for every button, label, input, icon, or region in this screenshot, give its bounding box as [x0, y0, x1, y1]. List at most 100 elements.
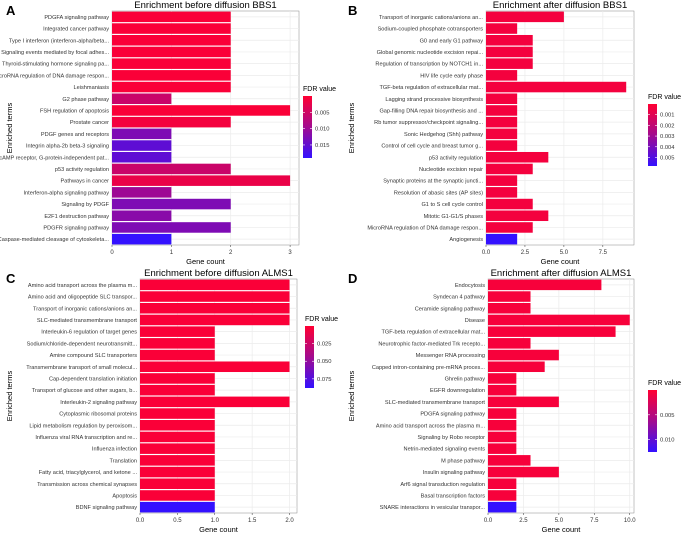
legend-tick-label: 0.010 [660, 438, 675, 444]
bar [112, 151, 172, 163]
x-tick-label: 0.0 [136, 518, 145, 524]
bar [488, 314, 630, 326]
bar [488, 302, 531, 314]
legend-colorbar [648, 390, 657, 452]
bar [486, 105, 518, 116]
bar [140, 314, 290, 326]
term-label: Leishmaniasis [74, 85, 110, 91]
legend-title: FDR value [305, 316, 338, 323]
term-label: Insulin signaling pathway [423, 470, 485, 476]
x-tick-label: 10.0 [624, 518, 636, 524]
legend-tick-label: 0.025 [317, 342, 332, 348]
term-label: Fatty acid, triacylglycerol, and ketone … [39, 470, 138, 476]
term-label: Neurotrophic factor-mediated Trk recepto… [378, 341, 485, 347]
term-label: Lagging strand processive biosynthesis [385, 97, 483, 103]
term-label: G2 phase pathway [62, 97, 109, 103]
plot-area [487, 278, 635, 514]
term-label: Nucleotide excision repair [419, 167, 483, 173]
term-label: TGF-beta regulation of extracellular mat… [379, 85, 483, 91]
legend-tick-label: 0.005 [660, 413, 675, 419]
term-label: Gap-filling DNA repair biosynthesis and … [379, 108, 483, 114]
term-label: BDNF signaling pathway [76, 505, 137, 511]
legend-tick-label: 0.001 [660, 113, 675, 119]
term-label: Control of cell cycle and breast tumor g… [381, 144, 483, 150]
legend-tick-label: 0.015 [315, 143, 330, 149]
term-label: Apoptosis [112, 493, 137, 499]
term-label: Netrin-mediated signaling events [404, 447, 486, 453]
term-label: Rb tumor suppressor/checkpoint signaling… [374, 120, 483, 126]
term-label: SLC-mediated transmembrane transport [385, 400, 486, 406]
term-label: Cytoplasmic ribosomal proteins [59, 412, 137, 418]
term-label: Signaling by PDGF [61, 202, 109, 208]
x-axis-title: Gene count [199, 525, 239, 534]
term-label: Amine compound SLC transporters [50, 353, 138, 359]
bar [140, 396, 290, 408]
bar [112, 222, 231, 233]
legend-title: FDR value [648, 94, 681, 101]
bar [140, 361, 290, 373]
term-label: Caspase-mediated cleavage of cytoskeleta… [0, 237, 109, 243]
term-label: Thyroid-stimulating hormone signaling pa… [2, 62, 109, 68]
bar [488, 478, 517, 490]
term-label: PDGFR signaling pathway [43, 225, 109, 231]
bar [112, 58, 231, 69]
x-axis-title: Gene count [541, 257, 581, 266]
legend-colorbar [305, 326, 314, 388]
x-tick-label: 2.0 [285, 518, 294, 524]
term-label: p53 activity regulation [55, 167, 109, 173]
legend-tick-label: 0.002 [660, 123, 675, 129]
plot-area [111, 10, 300, 246]
term-label: Signaling by Robo receptor [418, 435, 486, 441]
legend-colorbar [303, 96, 312, 158]
panel-d: D Enrichment after diffusion ALMS1 Endocyt… [347, 268, 681, 534]
plot-area [139, 278, 298, 514]
term-label: Type I interferon (interferon-alpha/beta… [9, 38, 110, 44]
term-label: SLC-mediated transmembrane transport [37, 318, 138, 324]
term-label: Ceramide signaling pathway [415, 306, 485, 312]
legend-tick-label: 0.003 [660, 134, 675, 140]
term-label: Signaling events mediated by focal adhes… [1, 50, 109, 56]
term-label: Integrin alpha-2b beta-3 signaling [26, 144, 109, 150]
term-label: Transport of inorganic cations/anions an… [33, 306, 137, 312]
bar [112, 70, 231, 81]
bar [140, 466, 215, 478]
bar [486, 23, 518, 34]
bar [486, 46, 533, 58]
bar [140, 326, 215, 337]
panel-title: Enrichment before diffusion ALMS1 [144, 268, 293, 279]
x-axis-title: Gene count [186, 257, 226, 266]
bar [488, 384, 517, 396]
legend-tick-label: 0.050 [317, 359, 332, 365]
x-tick-label: 2 [229, 250, 233, 256]
bar [140, 338, 215, 349]
term-label: Influenza viral RNA transcription and re… [35, 435, 137, 441]
term-label: Influenza infection [92, 447, 137, 453]
legend: FDR value 0.005 0.010 [648, 380, 681, 452]
bar [140, 490, 215, 501]
term-label: Syndecan 4 pathway [433, 295, 485, 301]
panel-letter: D [348, 271, 357, 286]
bar [112, 93, 172, 105]
term-label: EGFR downregulation [430, 388, 485, 394]
legend-tick-label: 0.005 [660, 155, 675, 161]
x-tick-label: 2.5 [519, 518, 528, 524]
x-axis-title: Gene count [542, 525, 582, 534]
term-label: Regulation of transcription by NOTCH1 in… [375, 62, 483, 68]
term-label: cAMP receptor, G-protein-independent pat… [0, 155, 109, 161]
bar [140, 279, 290, 291]
term-label: M phase pathway [441, 458, 485, 464]
bar [112, 105, 291, 116]
term-label: G0 and early G1 pathway [420, 38, 484, 44]
x-tick-label: 7.5 [590, 518, 599, 524]
bar [488, 291, 531, 302]
term-label: TGF-beta regulation of extracellular mat… [381, 330, 485, 336]
term-label: Integrated cancer pathway [43, 27, 109, 33]
term-label: Interferon-alpha signaling pathway [23, 190, 109, 196]
legend-title: FDR value [303, 86, 336, 93]
legend-tick-label: 0.075 [317, 377, 332, 383]
x-tick-label: 5.0 [560, 250, 569, 256]
x-tick-label: 0.0 [482, 250, 491, 256]
bar [486, 233, 518, 245]
bar [112, 23, 231, 34]
